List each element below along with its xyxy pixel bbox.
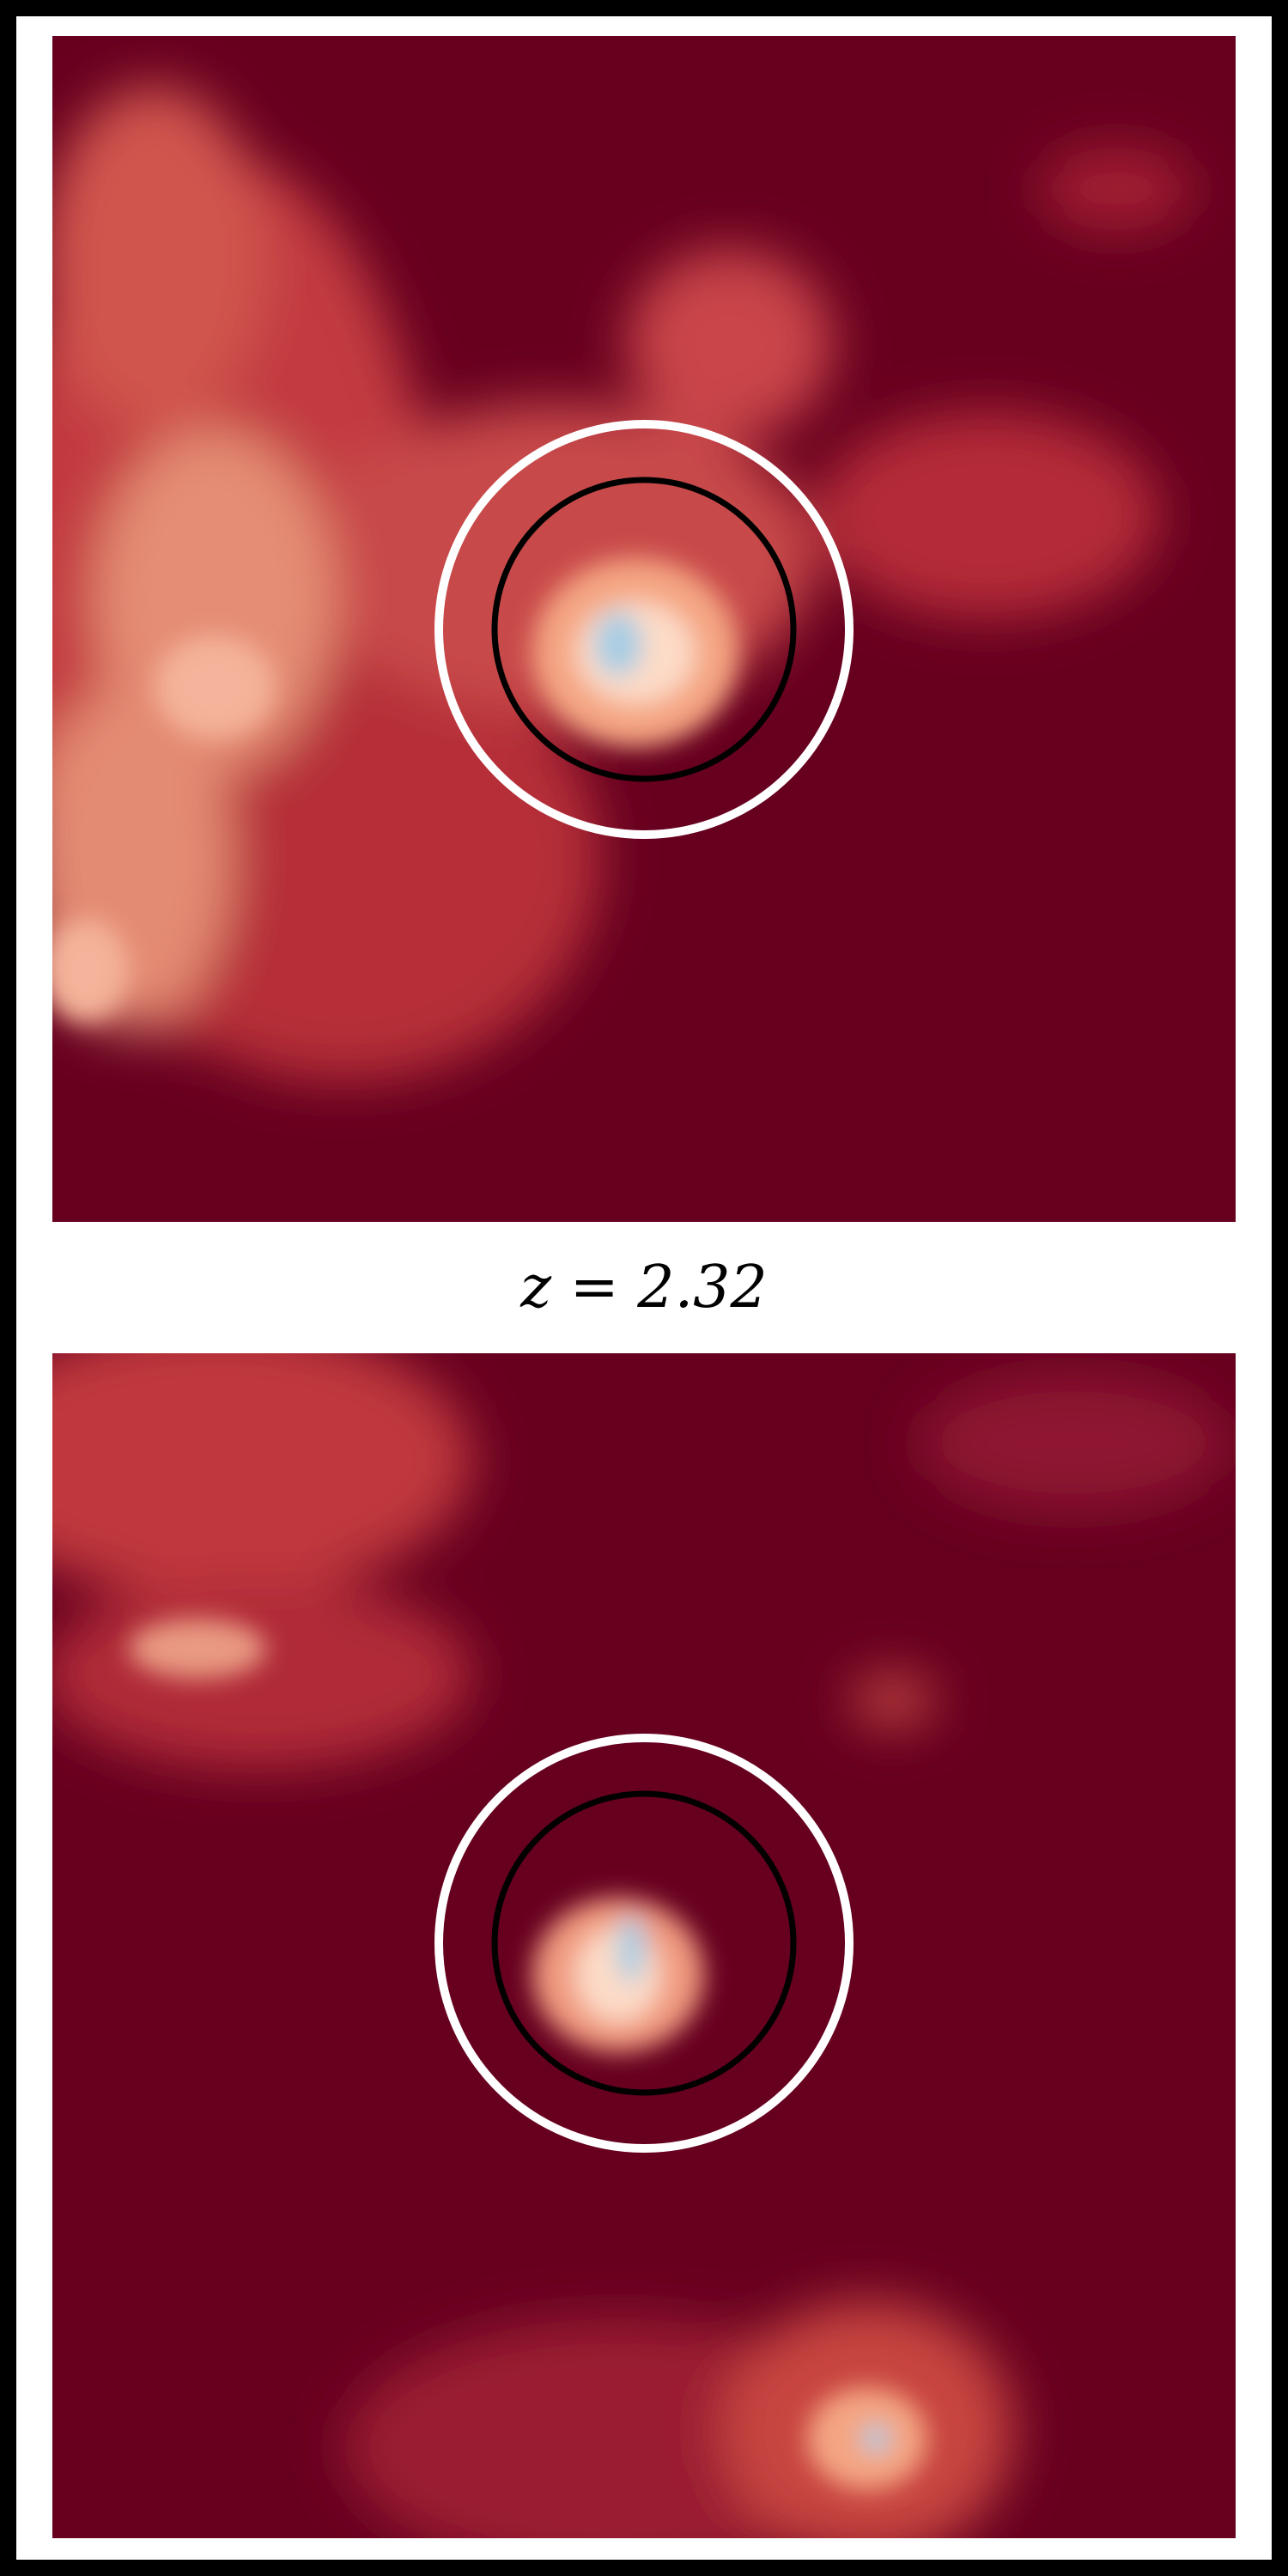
redshift-label: z = 2.32 [519, 1254, 767, 1321]
inner-circle [491, 477, 797, 782]
map-top [52, 36, 1236, 1222]
inner-circle [491, 1790, 797, 2096]
outer-circle [434, 1734, 854, 2153]
map-bottom [52, 1353, 1236, 2538]
outer-circle [434, 420, 854, 839]
